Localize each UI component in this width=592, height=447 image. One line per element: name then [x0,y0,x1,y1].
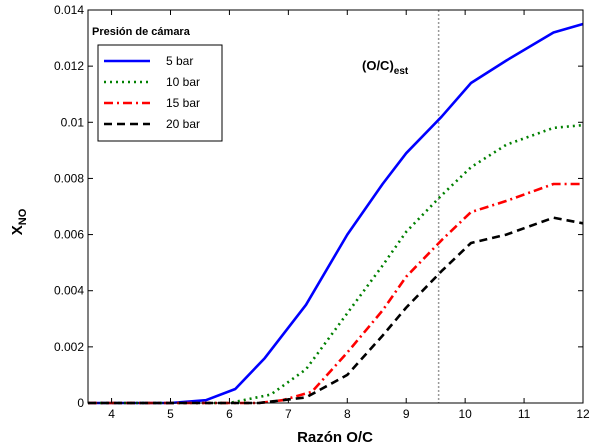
y-axis-label-main: X [9,225,26,235]
x-tick-label: 12 [576,407,590,421]
y-tick-label: 0.012 [54,59,84,73]
legend-title: Presión de cámara [92,26,191,38]
annotation-sub: est [394,66,409,77]
x-tick-label: 8 [344,407,351,421]
plot-frame [87,9,584,404]
legend-label: 10 bar [166,75,200,89]
x-tick-label: 9 [403,407,410,421]
x-tick-label: 10 [458,407,472,421]
x-tick-label: 5 [167,407,174,421]
y-tick-label: 0.002 [54,340,84,354]
x-tick-label: 11 [518,407,531,421]
legend-label: 15 bar [166,96,200,110]
legend: Presión de cámara 5 bar 10 bar 15 bar 20 ba… [92,26,223,142]
legend-label: 5 bar [166,54,193,68]
series-line-5-bar [88,22,584,405]
ticks-layer: 4 5 6 7 8 9 10 11 12 0 0.002 0.004 0.006 0.008 0.01 0.0… [54,3,590,421]
y-tick-label: 0 [77,396,84,410]
annotation: (O/C)est [362,58,409,77]
y-tick-label: 0.014 [54,3,84,17]
series-line-10-bar [88,123,584,405]
x-axis-label: Razón O/C [297,429,373,446]
y-axis-label-sub: NO [17,208,29,225]
legend-label: 20 bar [166,117,200,131]
legend-box [97,44,223,142]
y-tick-label: 0.004 [54,284,84,298]
x-tick-label: 6 [226,407,233,421]
y-tick-label: 0.006 [54,228,84,242]
legend-items: 5 bar 10 bar 15 bar 20 bar [104,54,200,131]
x-tick-label: 7 [285,407,292,421]
y-tick-label: 0.01 [61,115,85,129]
y-tick-label: 0.008 [54,171,84,185]
annotation-main: (O/C) [362,58,394,73]
x-tick-label: 4 [108,407,115,421]
series-line-15-bar [88,182,583,405]
y-axis-label: XNO [9,208,29,235]
